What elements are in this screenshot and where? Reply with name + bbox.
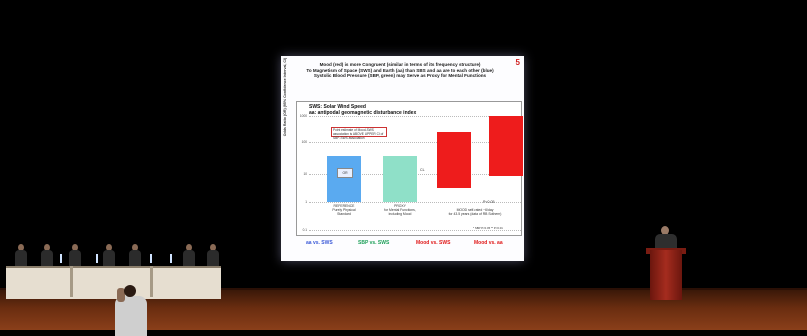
panel-table	[6, 266, 221, 299]
bar-label-line: MOOD self-rated ~6/day	[456, 208, 494, 212]
water-bottle	[150, 254, 152, 263]
panelist	[182, 244, 196, 268]
y-tick-label: 0.1	[302, 228, 307, 232]
bar-label-line: PROXY	[394, 204, 406, 208]
panelist	[14, 244, 28, 268]
slide-legend: aa vs. SWS SBP vs. SWS Mood vs. SWS Mood…	[296, 240, 520, 250]
legend-entry: Mood vs. aa	[474, 240, 503, 246]
y-tick-label: 1	[305, 200, 307, 204]
legend-entry: aa vs. SWS	[306, 240, 333, 246]
slide-title-line: To Magnetism of Space (SWS) and Earth (a…	[306, 67, 494, 73]
y-axis-label: Odds Ratio (OR) (95% Confidence Interval…	[283, 57, 287, 137]
bar-label: PROXY for Mental Functions, including Mo…	[375, 204, 425, 216]
table-leg	[150, 266, 153, 297]
legend-entry: SBP vs. SWS	[358, 240, 390, 246]
water-bottle	[170, 254, 172, 263]
panelist	[128, 244, 142, 268]
bar-label-line: Standard	[337, 212, 351, 216]
ci-label: CL	[420, 168, 425, 172]
podium	[650, 250, 682, 300]
bar-label-line: Purely Physical	[332, 208, 356, 212]
panelist	[68, 244, 82, 268]
bar-label-line: for 43.5 years (data of RB Sothern)	[448, 212, 502, 216]
water-bottle	[96, 254, 98, 263]
gridline	[309, 116, 521, 117]
bar-label-line: including Mood	[388, 212, 412, 216]
odds-ratio-plot: Odds Ratio (OR) (95% Confidence Interval…	[283, 58, 523, 236]
slide-title-line: Mood (red) is more Congruent (similar in…	[319, 62, 481, 67]
annotation-box: Point estimate of Mood-SWS association i…	[331, 127, 387, 139]
water-bottle	[60, 254, 62, 263]
bar-label: MOOD self-rated ~6/day for 43.5 years (d…	[433, 208, 517, 216]
plot-title-line: aa: antipodal geomagnetic disturbance in…	[309, 110, 417, 116]
plot-title-line: SWS: Solar Wind Speed	[309, 104, 366, 110]
slide-title: Mood (red) is more Congruent (similar in…	[287, 62, 513, 79]
y-tick-label: 1000	[299, 114, 307, 118]
projection-screen: 5 Mood (red) is more Congruent (similar …	[281, 56, 524, 261]
slide-number: 5	[515, 58, 520, 67]
y-tick-label: 10	[303, 172, 307, 176]
table-leg	[70, 266, 73, 297]
footnote: * SBP P<0.05 ** P<0.01	[473, 226, 503, 230]
p-value-label: P<0.05	[483, 200, 495, 204]
bar-mood-sws	[437, 132, 471, 188]
y-tick-label: 100	[301, 140, 307, 144]
panelist	[40, 244, 54, 268]
bar-reference	[327, 156, 361, 202]
legend-entry: Mood vs. SWS	[416, 240, 451, 246]
gridline	[309, 230, 521, 231]
gridline	[309, 142, 521, 143]
panelist	[206, 244, 220, 268]
bar-label: REFERENCE Purely Physical Standard	[319, 204, 369, 216]
panelist	[102, 244, 116, 268]
or-marker: OR	[337, 168, 353, 178]
bar-label-line: REFERENCE	[333, 204, 355, 208]
plot-title: SWS: Solar Wind Speed aa: antipodal geom…	[309, 104, 416, 116]
gridline	[309, 202, 521, 203]
stage-edge	[0, 288, 807, 291]
bar-proxy	[383, 156, 417, 202]
bar-label-line: for Mental Functions,	[384, 208, 416, 212]
slide-title-line: Systolic Blood Pressure (SBP, green) may…	[313, 73, 487, 79]
bar-mood-aa	[489, 116, 523, 176]
